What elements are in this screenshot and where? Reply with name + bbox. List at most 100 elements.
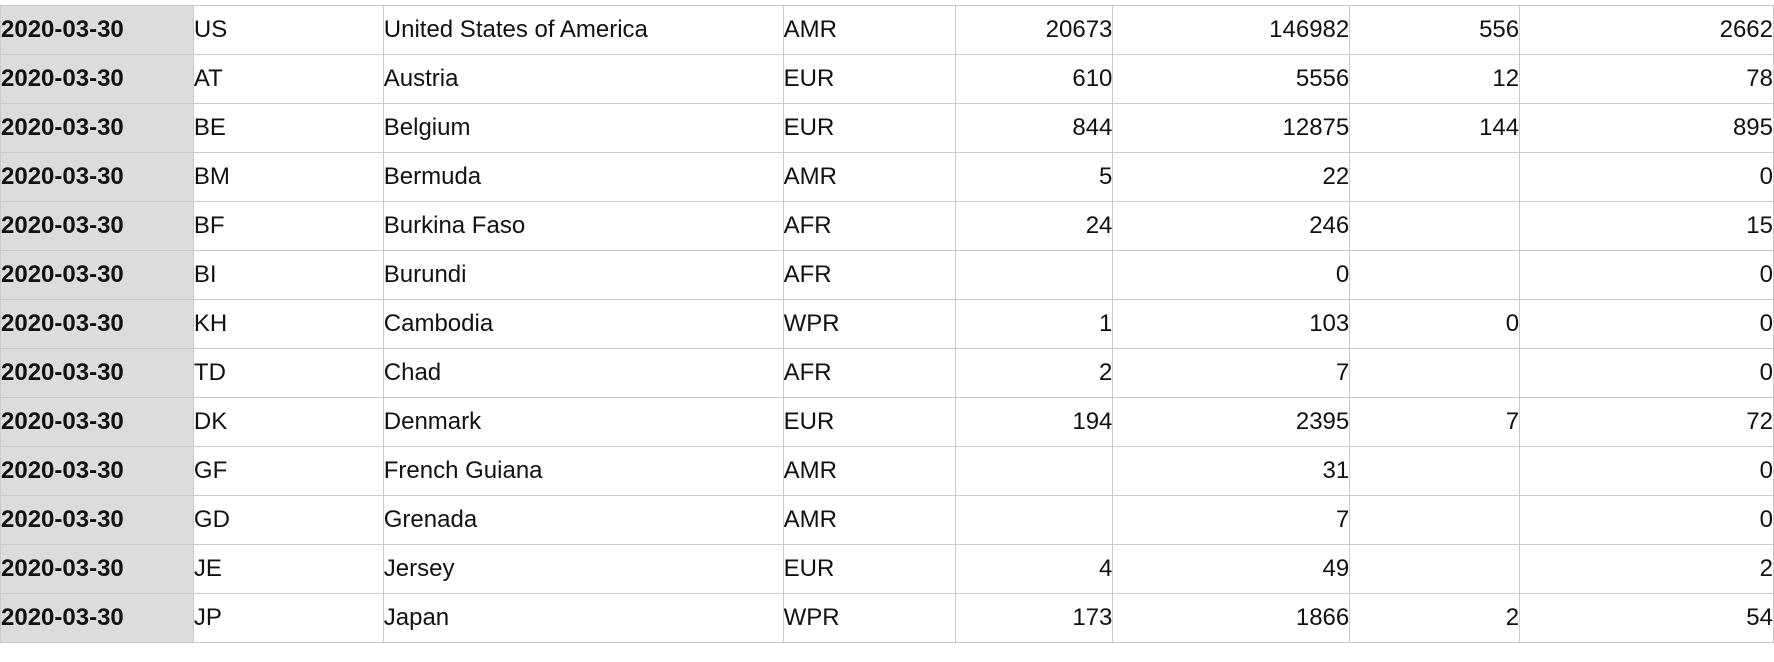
value-cell-3[interactable]: 7	[1349, 397, 1521, 447]
value-cell-1[interactable]: 173	[954, 593, 1114, 643]
country-name-cell[interactable]: Jersey	[382, 544, 784, 594]
value-cell-3[interactable]	[1349, 348, 1521, 398]
value-cell-3[interactable]: 2	[1349, 593, 1521, 643]
date-cell[interactable]: 2020-03-30	[0, 250, 194, 300]
date-cell[interactable]: 2020-03-30	[0, 54, 194, 104]
value-cell-1[interactable]: 2	[954, 348, 1114, 398]
country-code-cell[interactable]: KH	[192, 299, 384, 349]
value-cell-2[interactable]: 103	[1112, 299, 1351, 349]
value-cell-2[interactable]: 7	[1112, 348, 1351, 398]
country-code-cell[interactable]: BM	[192, 152, 384, 202]
value-cell-3[interactable]	[1349, 201, 1521, 251]
date-cell[interactable]: 2020-03-30	[0, 299, 194, 349]
value-cell-1[interactable]: 844	[954, 103, 1114, 153]
date-cell[interactable]: 2020-03-30	[0, 593, 194, 643]
country-code-cell[interactable]: JE	[192, 544, 384, 594]
country-code-cell[interactable]: BF	[192, 201, 384, 251]
value-cell-3[interactable]	[1349, 544, 1521, 594]
value-cell-4[interactable]: 2	[1519, 544, 1774, 594]
value-cell-1[interactable]	[954, 250, 1114, 300]
date-cell[interactable]: 2020-03-30	[0, 152, 194, 202]
value-cell-2[interactable]: 12875	[1112, 103, 1351, 153]
value-cell-4[interactable]: 0	[1519, 495, 1774, 545]
country-name-cell[interactable]: French Guiana	[382, 446, 784, 496]
value-cell-3[interactable]	[1349, 495, 1521, 545]
region-cell[interactable]: AFR	[782, 201, 956, 251]
country-name-cell[interactable]: Japan	[382, 593, 784, 643]
region-cell[interactable]: AFR	[782, 348, 956, 398]
value-cell-2[interactable]: 0	[1112, 250, 1351, 300]
value-cell-1[interactable]: 5	[954, 152, 1114, 202]
value-cell-2[interactable]: 246	[1112, 201, 1351, 251]
country-name-cell[interactable]: Burkina Faso	[382, 201, 784, 251]
value-cell-1[interactable]: 24	[954, 201, 1114, 251]
value-cell-1[interactable]: 4	[954, 544, 1114, 594]
value-cell-1[interactable]	[954, 446, 1114, 496]
region-cell[interactable]: AMR	[782, 152, 956, 202]
country-name-cell[interactable]: Chad	[382, 348, 784, 398]
value-cell-3[interactable]: 0	[1349, 299, 1521, 349]
country-name-cell[interactable]: Denmark	[382, 397, 784, 447]
region-cell[interactable]: AFR	[782, 250, 956, 300]
value-cell-2[interactable]: 2395	[1112, 397, 1351, 447]
date-cell[interactable]: 2020-03-30	[0, 446, 194, 496]
region-cell[interactable]: WPR	[782, 299, 956, 349]
value-cell-2[interactable]: 7	[1112, 495, 1351, 545]
value-cell-3[interactable]	[1349, 250, 1521, 300]
country-code-cell[interactable]: BI	[192, 250, 384, 300]
date-cell[interactable]: 2020-03-30	[0, 495, 194, 545]
date-cell[interactable]: 2020-03-30	[0, 5, 194, 55]
value-cell-4[interactable]: 15	[1519, 201, 1774, 251]
value-cell-2[interactable]: 5556	[1112, 54, 1351, 104]
value-cell-1[interactable]: 194	[954, 397, 1114, 447]
value-cell-4[interactable]: 54	[1519, 593, 1774, 643]
value-cell-1[interactable]	[954, 495, 1114, 545]
value-cell-3[interactable]: 556	[1349, 5, 1521, 55]
value-cell-2[interactable]: 146982	[1112, 5, 1351, 55]
value-cell-3[interactable]	[1349, 152, 1521, 202]
region-cell[interactable]: AMR	[782, 5, 956, 55]
country-code-cell[interactable]: AT	[192, 54, 384, 104]
value-cell-4[interactable]: 2662	[1519, 5, 1774, 55]
country-name-cell[interactable]: United States of America	[382, 5, 784, 55]
country-code-cell[interactable]: GF	[192, 446, 384, 496]
region-cell[interactable]: WPR	[782, 593, 956, 643]
country-name-cell[interactable]: Grenada	[382, 495, 784, 545]
value-cell-1[interactable]: 610	[954, 54, 1114, 104]
value-cell-2[interactable]: 31	[1112, 446, 1351, 496]
region-cell[interactable]: AMR	[782, 495, 956, 545]
value-cell-3[interactable]: 12	[1349, 54, 1521, 104]
value-cell-3[interactable]	[1349, 446, 1521, 496]
date-cell[interactable]: 2020-03-30	[0, 103, 194, 153]
region-cell[interactable]: EUR	[782, 397, 956, 447]
region-cell[interactable]: EUR	[782, 54, 956, 104]
country-code-cell[interactable]: JP	[192, 593, 384, 643]
value-cell-4[interactable]: 895	[1519, 103, 1774, 153]
country-code-cell[interactable]: TD	[192, 348, 384, 398]
value-cell-2[interactable]: 22	[1112, 152, 1351, 202]
date-cell[interactable]: 2020-03-30	[0, 544, 194, 594]
country-name-cell[interactable]: Cambodia	[382, 299, 784, 349]
country-name-cell[interactable]: Bermuda	[382, 152, 784, 202]
country-name-cell[interactable]: Burundi	[382, 250, 784, 300]
country-code-cell[interactable]: BE	[192, 103, 384, 153]
date-cell[interactable]: 2020-03-30	[0, 348, 194, 398]
country-code-cell[interactable]: DK	[192, 397, 384, 447]
region-cell[interactable]: EUR	[782, 103, 956, 153]
value-cell-4[interactable]: 0	[1519, 299, 1774, 349]
date-cell[interactable]: 2020-03-30	[0, 201, 194, 251]
value-cell-3[interactable]: 144	[1349, 103, 1521, 153]
value-cell-4[interactable]: 0	[1519, 152, 1774, 202]
country-code-cell[interactable]: US	[192, 5, 384, 55]
date-cell[interactable]: 2020-03-30	[0, 397, 194, 447]
value-cell-4[interactable]: 0	[1519, 250, 1774, 300]
value-cell-4[interactable]: 0	[1519, 348, 1774, 398]
value-cell-4[interactable]: 0	[1519, 446, 1774, 496]
value-cell-2[interactable]: 49	[1112, 544, 1351, 594]
country-name-cell[interactable]: Austria	[382, 54, 784, 104]
value-cell-1[interactable]: 20673	[954, 5, 1114, 55]
region-cell[interactable]: EUR	[782, 544, 956, 594]
value-cell-1[interactable]: 1	[954, 299, 1114, 349]
country-name-cell[interactable]: Belgium	[382, 103, 784, 153]
value-cell-4[interactable]: 78	[1519, 54, 1774, 104]
